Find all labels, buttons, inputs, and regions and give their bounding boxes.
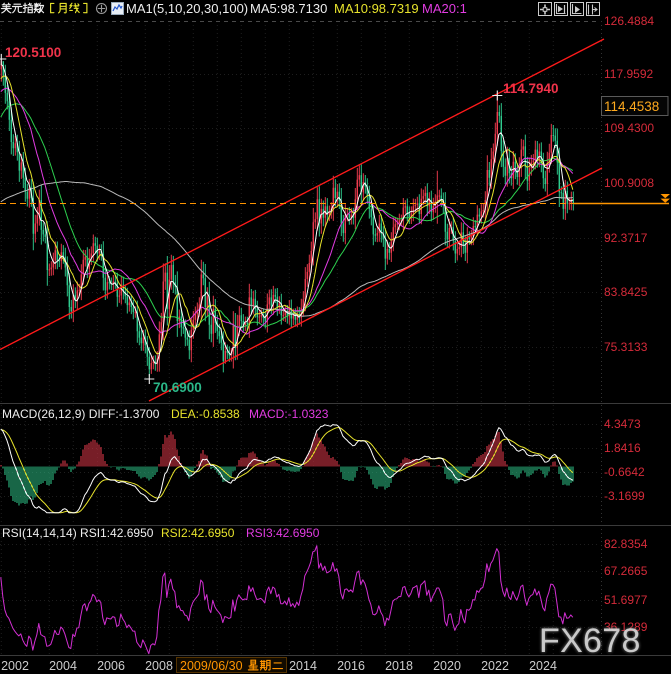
- svg-text:4.3473: 4.3473: [604, 417, 641, 431]
- svg-text:2002: 2002: [1, 659, 29, 673]
- svg-text:83.8425: 83.8425: [604, 285, 648, 299]
- svg-text:75.3133: 75.3133: [604, 340, 648, 354]
- svg-text:-3.1699: -3.1699: [604, 489, 645, 503]
- svg-text:FX678: FX678: [539, 622, 641, 660]
- svg-text:2006: 2006: [97, 659, 125, 673]
- svg-text:2020: 2020: [433, 659, 461, 673]
- svg-text:120.5100: 120.5100: [5, 45, 61, 60]
- svg-text:82.8354: 82.8354: [604, 537, 648, 551]
- svg-text:70.6900: 70.6900: [153, 380, 202, 395]
- svg-text:-0.6642: -0.6642: [604, 465, 645, 479]
- svg-text:MA20:1: MA20:1: [422, 1, 467, 16]
- svg-text:2009/06/30: 2009/06/30: [180, 659, 243, 673]
- svg-text:2016: 2016: [337, 659, 365, 673]
- svg-text:2014: 2014: [289, 659, 317, 673]
- svg-text:MACD:-1.0323: MACD:-1.0323: [249, 407, 329, 421]
- svg-text:RSI3:42.6950: RSI3:42.6950: [246, 526, 320, 540]
- svg-text:1.8416: 1.8416: [604, 441, 641, 455]
- svg-text:MA10:98.7319: MA10:98.7319: [334, 1, 419, 16]
- svg-text:MA5:98.7130: MA5:98.7130: [250, 1, 327, 16]
- svg-text:RSI(14,14,14) RSI1:42.6950: RSI(14,14,14) RSI1:42.6950: [2, 526, 154, 540]
- svg-text:DEA:-0.8538: DEA:-0.8538: [171, 407, 240, 421]
- svg-text:RSI2:42.6950: RSI2:42.6950: [161, 526, 235, 540]
- svg-text:117.9592: 117.9592: [604, 67, 653, 81]
- svg-text:MACD(26,12,9) DIFF:-1.3700: MACD(26,12,9) DIFF:-1.3700: [2, 407, 160, 421]
- svg-text:2022: 2022: [481, 659, 509, 673]
- svg-text:114.7940: 114.7940: [503, 81, 559, 96]
- svg-text:2008: 2008: [145, 659, 173, 673]
- svg-text:2024: 2024: [529, 659, 557, 673]
- svg-text:51.6977: 51.6977: [604, 593, 648, 607]
- svg-text:92.3717: 92.3717: [604, 231, 648, 245]
- svg-text:100.9008: 100.9008: [604, 176, 654, 190]
- svg-text:MA1(5,10,20,30,100): MA1(5,10,20,30,100): [126, 1, 248, 16]
- svg-text:114.4538: 114.4538: [604, 99, 659, 114]
- svg-text:126.4884: 126.4884: [604, 14, 654, 28]
- svg-text:67.2665: 67.2665: [604, 564, 648, 578]
- svg-text:2004: 2004: [49, 659, 77, 673]
- svg-text:2018: 2018: [385, 659, 413, 673]
- svg-text:36.1289: 36.1289: [604, 620, 648, 634]
- svg-text:109.4300: 109.4300: [604, 121, 654, 135]
